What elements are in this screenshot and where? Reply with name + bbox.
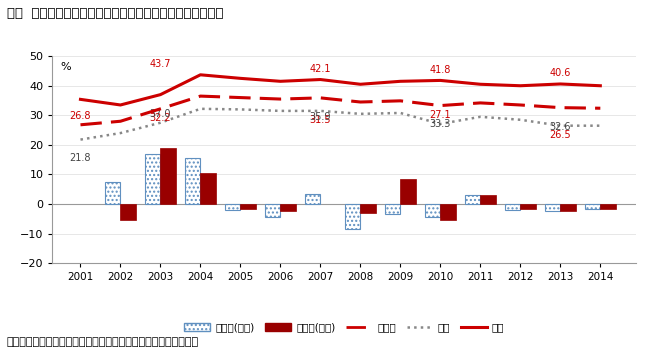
Text: 43.7: 43.7 [150, 59, 171, 69]
Text: %: % [60, 62, 71, 72]
Text: 26.8: 26.8 [70, 111, 91, 121]
Text: 32.6: 32.6 [550, 121, 571, 132]
Bar [225, 204, 241, 210]
Bar [161, 148, 176, 204]
Bar [520, 204, 535, 208]
Text: 40.6: 40.6 [550, 68, 571, 78]
Text: 42.1: 42.1 [310, 64, 331, 74]
Bar [440, 204, 455, 220]
Bar [145, 154, 161, 204]
Text: 図２  韓国における非正規雇用労働者の割合や増減率の推移: 図２ 韓国における非正規雇用労働者の割合や増減率の推移 [7, 7, 223, 20]
Text: 21.8: 21.8 [70, 153, 91, 164]
Bar [585, 204, 600, 208]
Bar [360, 204, 376, 213]
Bar [305, 194, 320, 204]
Bar [400, 179, 416, 204]
Bar [560, 204, 575, 211]
Bar [545, 204, 560, 211]
Legend: 増減率(男性), 増減率(女性), 男女計, 男性, 女性: 増減率(男性), 増減率(女性), 男女計, 男性, 女性 [180, 318, 508, 337]
Bar [201, 173, 216, 204]
Bar [385, 204, 400, 214]
Text: 33.3: 33.3 [430, 119, 451, 130]
Bar [265, 204, 280, 217]
Text: 資料出所）韓国統計庁「経済活動人口調査」各年度より筆者作成: 資料出所）韓国統計庁「経済活動人口調査」各年度より筆者作成 [7, 338, 199, 347]
Bar [465, 195, 480, 204]
Bar [241, 204, 256, 208]
Text: 35.4: 35.4 [0, 350, 1, 351]
Bar [425, 204, 440, 217]
Text: 35.9: 35.9 [310, 112, 331, 122]
Bar [505, 204, 520, 210]
Text: 41.8: 41.8 [430, 65, 451, 75]
Text: 26.5: 26.5 [550, 130, 571, 140]
Text: 37.0: 37.0 [150, 108, 171, 119]
Bar [105, 182, 121, 204]
Bar [121, 204, 136, 220]
Text: 32.2: 32.2 [150, 113, 171, 123]
Bar [480, 195, 495, 204]
Text: 27.1: 27.1 [430, 110, 451, 120]
Bar [280, 204, 296, 211]
Bar [600, 204, 615, 208]
Text: 31.5: 31.5 [310, 115, 331, 125]
Bar [345, 204, 360, 229]
Bar [185, 158, 201, 204]
